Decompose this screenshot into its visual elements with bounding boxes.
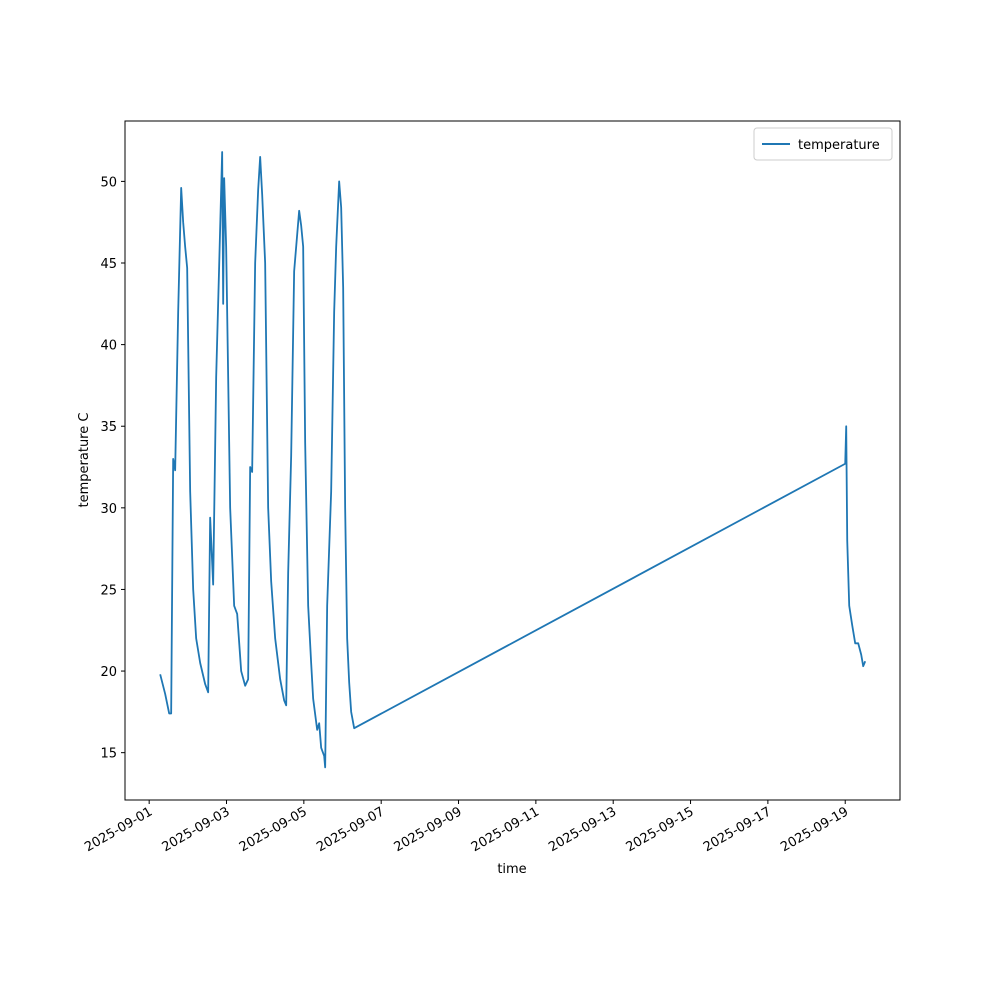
x-tick-label: 2025-09-19 [778,804,851,855]
x-tick-label: 2025-09-09 [392,804,465,855]
y-tick-label: 25 [100,583,117,598]
legend-label: temperature [798,138,880,153]
x-tick-label: 2025-09-17 [701,804,774,855]
x-tick-label: 2025-09-13 [546,804,619,855]
x-axis-label: time [497,862,526,877]
line [159,151,867,769]
x-tick-label: 2025-09-11 [469,804,542,855]
y-tick-label: 40 [100,339,117,354]
y-tick-label: 50 [100,175,117,190]
x-tick-label: 2025-09-05 [237,804,310,855]
y-tick-label: 30 [100,502,117,517]
plot-frame [124,120,901,801]
y-tick-label: 15 [100,747,117,762]
y-tick-label: 45 [100,257,117,272]
y-axis-label: temperature C [77,413,92,508]
y-tick-label: 35 [100,420,117,435]
x-tick-label: 2025-09-01 [82,804,155,855]
legend [753,127,893,161]
y-tick-label: 20 [100,665,117,680]
x-tick-label: 2025-09-07 [314,804,387,855]
x-tick-label: 2025-09-15 [624,804,697,855]
x-tick-label: 2025-09-03 [160,804,233,855]
